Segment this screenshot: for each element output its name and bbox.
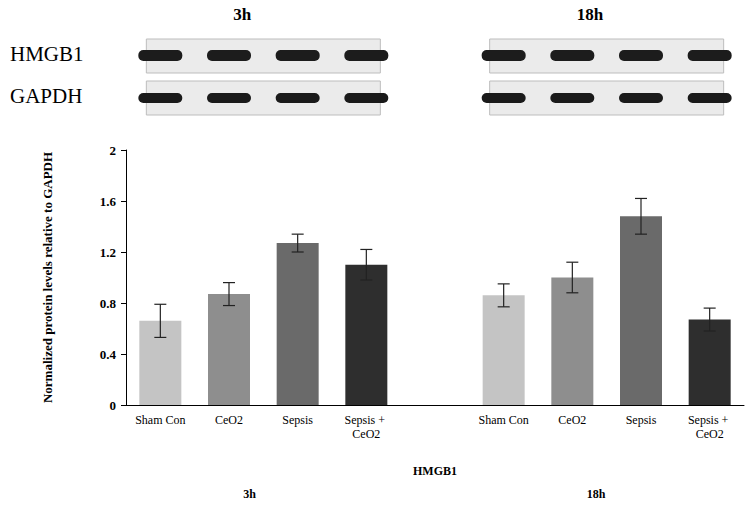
svg-text:3h: 3h (243, 487, 256, 501)
svg-text:1.2: 1.2 (100, 245, 116, 260)
svg-text:0.4: 0.4 (100, 347, 117, 362)
svg-text:HMGB1: HMGB1 (413, 464, 457, 478)
svg-text:Sepsis +: Sepsis + (345, 413, 388, 427)
svg-text:CeO2: CeO2 (215, 413, 243, 427)
svg-text:Normalized protein levels rela: Normalized protein levels relative to GA… (40, 152, 55, 403)
svg-text:0.8: 0.8 (100, 296, 117, 311)
svg-text:Sham Con: Sham Con (478, 413, 528, 427)
svg-text:HMGB1: HMGB1 (10, 42, 84, 66)
svg-text:3h: 3h (233, 5, 252, 24)
svg-text:1.6: 1.6 (100, 194, 117, 209)
svg-text:CeO2: CeO2 (558, 413, 586, 427)
svg-text:2: 2 (110, 143, 117, 158)
svg-text:0: 0 (110, 398, 117, 413)
svg-text:GAPDH: GAPDH (10, 84, 82, 108)
svg-text:Sham Con: Sham Con (135, 413, 185, 427)
svg-text:Sepsis: Sepsis (282, 413, 313, 427)
svg-text:18h: 18h (577, 5, 604, 24)
svg-text:Sepsis +: Sepsis + (688, 413, 731, 427)
svg-text:CeO2: CeO2 (352, 427, 380, 441)
svg-text:Sepsis: Sepsis (626, 413, 657, 427)
svg-text:CeO2: CeO2 (696, 427, 724, 441)
svg-text:18h: 18h (587, 487, 606, 501)
